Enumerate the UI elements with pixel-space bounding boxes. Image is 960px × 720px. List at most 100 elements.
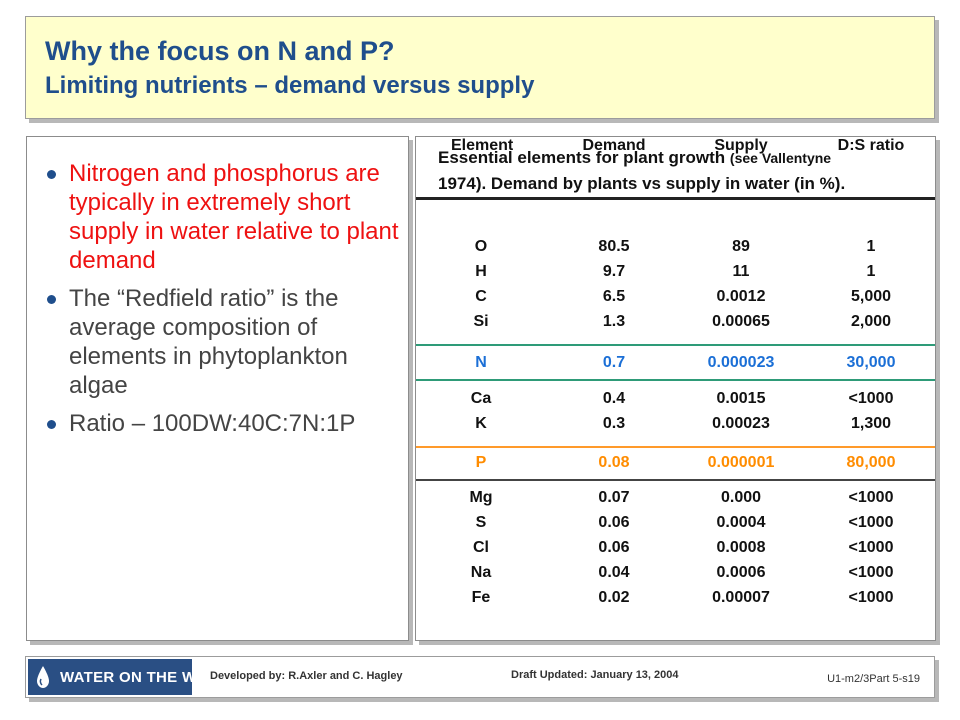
water-drop-icon bbox=[37, 666, 49, 688]
element-cell: N bbox=[475, 354, 487, 371]
supply-cell: 0.000 bbox=[720, 489, 762, 506]
supply-cell: 0.0012 bbox=[716, 288, 766, 305]
demand-cell: 0.04 bbox=[598, 564, 630, 581]
table-row: Mg 0.07 0.000 <1000 bbox=[416, 489, 935, 514]
element-cell: Ca bbox=[470, 390, 492, 407]
ratio-cell: <1000 bbox=[848, 489, 894, 506]
bullet-item: The “Redfield ratio” is the average comp… bbox=[45, 284, 400, 400]
supply-cell: 0.000001 bbox=[707, 454, 775, 471]
element-cell: O bbox=[474, 238, 488, 255]
supply-cell: 0.00065 bbox=[712, 313, 770, 330]
element-cell: K bbox=[475, 415, 487, 432]
table-caption-description: 1974). Demand by plants vs supply in wat… bbox=[438, 174, 846, 193]
ratio-cell: <1000 bbox=[848, 539, 894, 556]
bullet-dot-icon bbox=[47, 420, 56, 429]
footer-draft-updated: Draft Updated: January 13, 2004 bbox=[511, 669, 679, 681]
bullet-dot-icon bbox=[47, 295, 56, 304]
demand-cell: 0.08 bbox=[598, 454, 630, 471]
element-cell: S bbox=[475, 514, 487, 531]
bullet-panel: Nitrogen and phosphorus are typically in… bbox=[26, 136, 409, 641]
bullet-list: Nitrogen and phosphorus are typically in… bbox=[45, 159, 400, 447]
supply-cell: 0.00023 bbox=[712, 415, 770, 432]
element-cell: Si bbox=[473, 313, 489, 330]
table-row: Fe 0.02 0.00007 <1000 bbox=[416, 589, 935, 614]
table-row: Ca 0.4 0.0015 <1000 bbox=[416, 390, 935, 415]
demand-cell: 0.02 bbox=[598, 589, 630, 606]
footer-slide-code: U1-m2/3Part 5-s19 bbox=[827, 673, 920, 685]
bullet-text: Ratio – 100DW:40C:7N:1P bbox=[69, 410, 356, 437]
table-row: Na 0.04 0.0006 <1000 bbox=[416, 564, 935, 589]
table-row-phosphorus: P 0.08 0.000001 80,000 bbox=[416, 454, 935, 479]
table-row: Si 1.3 0.00065 2,000 bbox=[416, 313, 935, 338]
ratio-cell: 80,000 bbox=[846, 454, 896, 471]
demand-cell: 0.06 bbox=[598, 514, 630, 531]
demand-cell: 1.3 bbox=[602, 313, 626, 330]
supply-cell: 0.0006 bbox=[716, 564, 766, 581]
demand-cell: 0.06 bbox=[598, 539, 630, 556]
demand-cell: 9.7 bbox=[602, 263, 626, 280]
bullet-text: The “Redfield ratio” is the average comp… bbox=[69, 285, 348, 399]
divider-nitrogen-top bbox=[416, 344, 935, 346]
nutrient-table-panel: Essential elements for plant growth (see… bbox=[415, 136, 936, 641]
ratio-cell: <1000 bbox=[848, 390, 894, 407]
divider-phosphorus-bottom bbox=[416, 479, 935, 481]
column-header-element: Element bbox=[451, 137, 514, 154]
table-caption-reference: (see Vallentyne bbox=[729, 150, 832, 166]
table-row: Cl 0.06 0.0008 <1000 bbox=[416, 539, 935, 564]
supply-cell: 0.0004 bbox=[716, 514, 766, 531]
ratio-cell: <1000 bbox=[848, 514, 894, 531]
element-cell: P bbox=[475, 454, 487, 471]
column-header-ds-ratio: D:S ratio bbox=[837, 137, 905, 154]
slide-subtitle: Limiting nutrients – demand versus suppl… bbox=[45, 72, 535, 99]
supply-cell: 0.00007 bbox=[712, 589, 770, 606]
demand-cell: 6.5 bbox=[602, 288, 626, 305]
ratio-cell: 1,300 bbox=[850, 415, 892, 432]
element-cell: Fe bbox=[471, 589, 491, 606]
demand-cell: 0.4 bbox=[602, 390, 626, 407]
supply-cell: 0.0008 bbox=[716, 539, 766, 556]
supply-cell: 0.000023 bbox=[707, 354, 775, 371]
table-caption: Essential elements for plant growth (see… bbox=[438, 145, 928, 196]
bullet-dot-icon bbox=[47, 170, 56, 179]
divider-phosphorus-top bbox=[416, 446, 935, 448]
ratio-cell: <1000 bbox=[848, 589, 894, 606]
bullet-item: Ratio – 100DW:40C:7N:1P bbox=[45, 409, 400, 438]
demand-cell: 0.3 bbox=[602, 415, 626, 432]
element-cell: Na bbox=[470, 564, 492, 581]
caption-divider bbox=[416, 197, 935, 200]
table-row: K 0.3 0.00023 1,300 bbox=[416, 415, 935, 440]
water-on-the-web-logo: WATER ON THE WEB bbox=[28, 659, 218, 695]
element-cell: Mg bbox=[469, 489, 493, 506]
bullet-text: Nitrogen and phosphorus are typically in… bbox=[69, 160, 399, 274]
ratio-cell: 30,000 bbox=[846, 354, 896, 371]
ratio-cell: 1 bbox=[866, 238, 876, 255]
demand-cell: 80.5 bbox=[598, 238, 630, 255]
demand-cell: 0.7 bbox=[602, 354, 626, 371]
supply-cell: 11 bbox=[732, 263, 750, 280]
ratio-cell: 1 bbox=[866, 263, 876, 280]
supply-cell: 89 bbox=[732, 238, 750, 255]
footer-developed-by: Developed by: R.Axler and C. Hagley bbox=[210, 670, 403, 682]
column-header-supply: Supply bbox=[714, 137, 768, 154]
supply-cell: 0.0015 bbox=[716, 390, 766, 407]
title-box: Why the focus on N and P? Limiting nutri… bbox=[25, 16, 935, 119]
slide-footer: WATER ON THE WEB Developed by: R.Axler a… bbox=[25, 656, 935, 698]
table-row: H 9.7 11 1 bbox=[416, 263, 935, 288]
table-row-nitrogen: N 0.7 0.000023 30,000 bbox=[416, 354, 935, 379]
element-cell: Cl bbox=[473, 539, 489, 556]
demand-cell: 0.07 bbox=[598, 489, 630, 506]
table-row: S 0.06 0.0004 <1000 bbox=[416, 514, 935, 539]
element-cell: C bbox=[475, 288, 487, 305]
logo-text: WATER ON THE WEB bbox=[60, 669, 218, 686]
slide-title: Why the focus on N and P? bbox=[45, 36, 395, 66]
table-row: C 6.5 0.0012 5,000 bbox=[416, 288, 935, 313]
ratio-cell: 2,000 bbox=[850, 313, 892, 330]
ratio-cell: <1000 bbox=[848, 564, 894, 581]
ratio-cell: 5,000 bbox=[850, 288, 892, 305]
element-cell: H bbox=[475, 263, 487, 280]
divider-nitrogen-bottom bbox=[416, 379, 935, 381]
column-header-demand: Demand bbox=[582, 137, 646, 154]
table-caption-title: Essential elements for plant growth bbox=[438, 148, 726, 167]
bullet-item: Nitrogen and phosphorus are typically in… bbox=[45, 159, 400, 275]
table-row: O 80.5 89 1 bbox=[416, 238, 935, 263]
